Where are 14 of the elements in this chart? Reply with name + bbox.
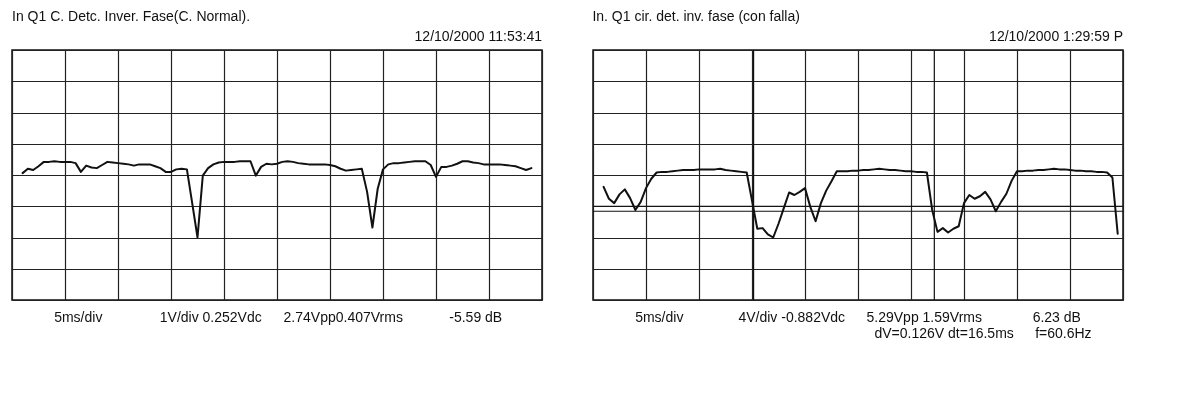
text: f=60.6Hz xyxy=(1035,325,1092,341)
text: dV=0.126V dt=16.5ms xyxy=(874,325,1014,341)
text: 4V/div -0.882Vdc xyxy=(738,309,846,325)
chart-title: In Q1 C. Detc. Inver. Fase(C. Normal). xyxy=(12,8,251,24)
text: 1V/div 0.252Vdc xyxy=(159,309,262,325)
text: -5.59 dB xyxy=(449,309,503,325)
text: 5ms/div xyxy=(54,309,103,325)
chart-subtitle: 12/10/2000 1:29:59 P xyxy=(989,28,1123,44)
text: 5ms/div xyxy=(635,309,684,325)
chart-title: In. Q1 cir. det. inv. fase (con falla) xyxy=(592,8,800,24)
text: 5.29Vpp 1.59Vrms xyxy=(866,309,982,325)
text: 6.23 dB xyxy=(1032,309,1081,325)
chart-subtitle: 12/10/2000 11:53:41 xyxy=(414,28,543,44)
text: 2.74Vpp0.407Vrms xyxy=(283,309,403,325)
